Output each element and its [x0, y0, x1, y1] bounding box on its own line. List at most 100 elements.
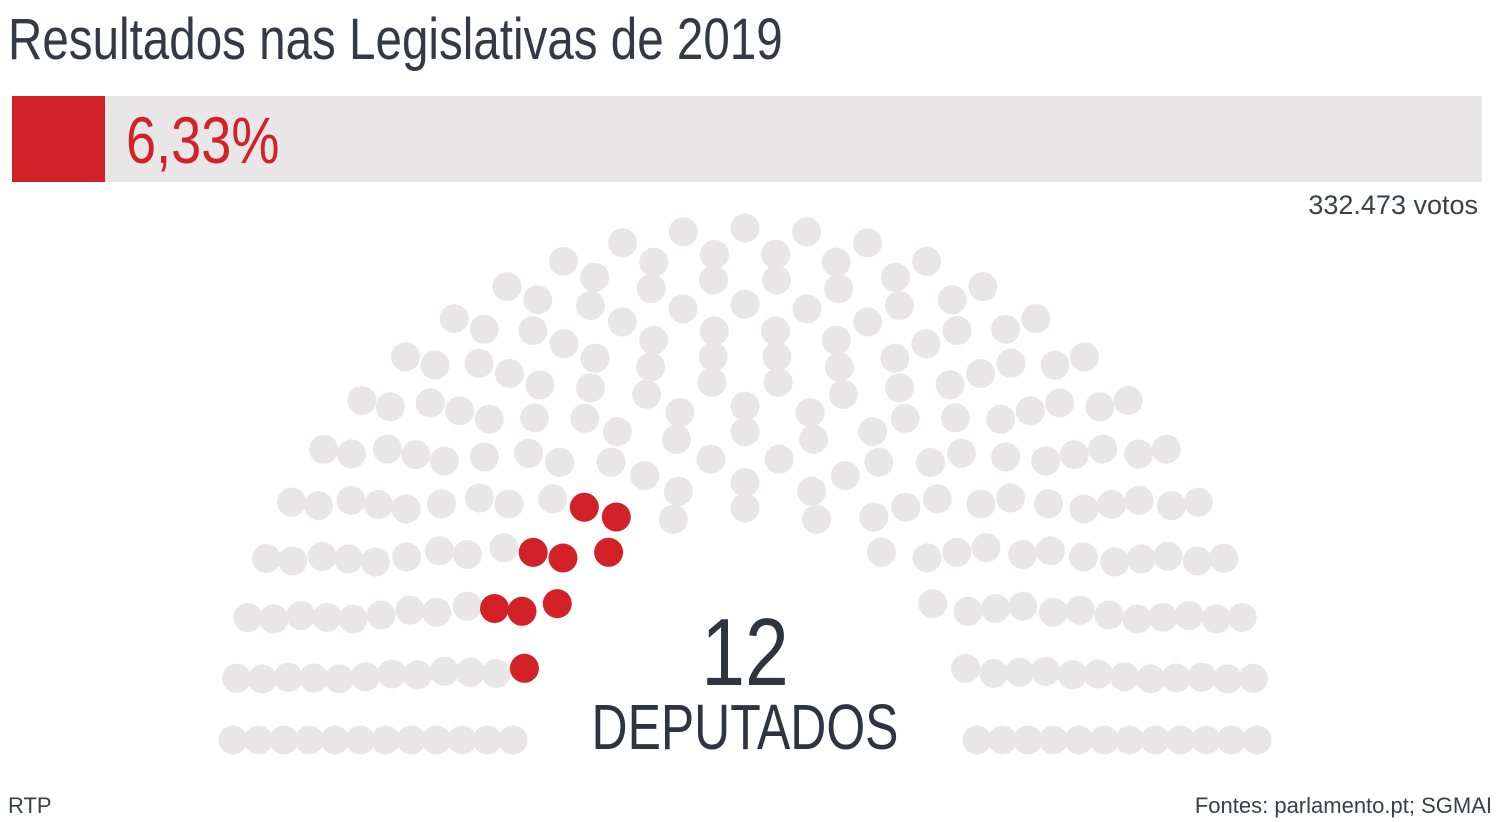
- seat-other: [966, 489, 996, 519]
- seat-other: [1015, 396, 1045, 426]
- seat-other: [802, 504, 832, 534]
- seat-other: [918, 589, 948, 619]
- seat-other: [391, 494, 421, 524]
- seat-other: [911, 329, 941, 359]
- seat-other: [294, 725, 324, 755]
- seat-other: [345, 725, 375, 755]
- seat-other: [986, 404, 1016, 434]
- seat-other: [864, 447, 894, 477]
- seat-other: [1151, 434, 1181, 464]
- seat-other: [1124, 439, 1154, 469]
- seat-other: [1115, 725, 1145, 755]
- seat-other: [1166, 725, 1196, 755]
- seat-other: [1068, 542, 1098, 572]
- seat-other: [494, 489, 524, 519]
- seat-other: [309, 434, 339, 464]
- seat-other: [792, 294, 822, 324]
- seat-other: [699, 239, 729, 269]
- seat-other: [912, 543, 942, 573]
- seat-party: [569, 492, 599, 522]
- seat-other: [549, 329, 579, 359]
- seat-other: [859, 502, 889, 532]
- seat-other: [636, 352, 666, 382]
- seat-other: [1113, 386, 1143, 415]
- seat-other: [312, 602, 342, 632]
- seat-other: [403, 660, 433, 690]
- seat-other: [1148, 602, 1178, 632]
- vote-share-label: 6,33%: [126, 103, 280, 177]
- seat-party: [594, 537, 624, 567]
- seat-other: [951, 653, 981, 683]
- seat-other: [1059, 440, 1089, 470]
- seat-other: [668, 294, 698, 324]
- seat-other: [395, 595, 425, 625]
- seat-other: [334, 544, 364, 574]
- seat-other: [764, 444, 794, 474]
- seat-other: [429, 446, 459, 476]
- seat-other: [299, 663, 329, 693]
- seat-other: [996, 483, 1025, 513]
- seat-other: [498, 725, 528, 755]
- seat-other: [730, 417, 760, 447]
- seat-other: [916, 447, 945, 477]
- seat-other: [821, 247, 851, 277]
- seat-other: [668, 217, 698, 247]
- seat-other: [1182, 546, 1212, 576]
- seat-count: 12: [701, 599, 789, 706]
- seat-other: [922, 484, 952, 514]
- seat-other: [699, 265, 728, 295]
- seat-other: [545, 447, 574, 477]
- seat-other: [1201, 604, 1231, 634]
- seat-other: [1013, 725, 1043, 755]
- seat-other: [880, 343, 910, 373]
- seat-other: [1069, 494, 1099, 524]
- seat-other: [1100, 547, 1130, 577]
- seat-other: [979, 658, 1009, 688]
- seat-other: [968, 272, 998, 302]
- seat-other: [1031, 446, 1061, 476]
- seat-other: [730, 391, 760, 421]
- vote-share-bar-fill: [12, 96, 106, 182]
- seat-other: [991, 314, 1021, 344]
- seat-other: [218, 725, 248, 755]
- seat-other: [890, 403, 920, 433]
- seat-other: [244, 725, 273, 755]
- seat-other: [947, 438, 976, 468]
- seat-other: [665, 398, 695, 428]
- seat-other: [273, 662, 303, 692]
- seat-other: [492, 272, 522, 302]
- seat-other: [699, 316, 729, 346]
- seat-other: [1085, 392, 1115, 422]
- credit: RTP: [8, 793, 52, 818]
- seat-other: [799, 424, 829, 454]
- seat-other: [730, 468, 760, 497]
- seat-other: [415, 388, 445, 418]
- seat-other: [885, 373, 914, 403]
- seat-other: [761, 239, 791, 269]
- seat-other: [277, 487, 307, 517]
- seat-other: [336, 485, 366, 515]
- seat-other: [697, 367, 727, 397]
- seat-other: [523, 285, 553, 315]
- seat-other: [518, 316, 548, 346]
- seat-other: [636, 274, 666, 304]
- seat-other: [351, 662, 380, 692]
- seat-other: [795, 398, 825, 428]
- seat-other: [222, 663, 252, 693]
- seat-other: [474, 404, 504, 434]
- seat-other: [824, 352, 854, 382]
- seat-other: [630, 461, 660, 490]
- seat-other: [1083, 659, 1113, 689]
- seat-other: [828, 379, 858, 409]
- seat-other: [1126, 544, 1156, 574]
- seat-other: [797, 476, 827, 506]
- seat-other: [884, 291, 914, 320]
- seat-other: [853, 307, 883, 337]
- seat-other: [866, 537, 896, 567]
- seat-other: [632, 379, 662, 409]
- seat-other: [422, 597, 452, 627]
- seat-party: [601, 502, 631, 532]
- seat-other: [1217, 725, 1246, 755]
- seat-other: [324, 664, 354, 694]
- seat-other: [495, 359, 524, 388]
